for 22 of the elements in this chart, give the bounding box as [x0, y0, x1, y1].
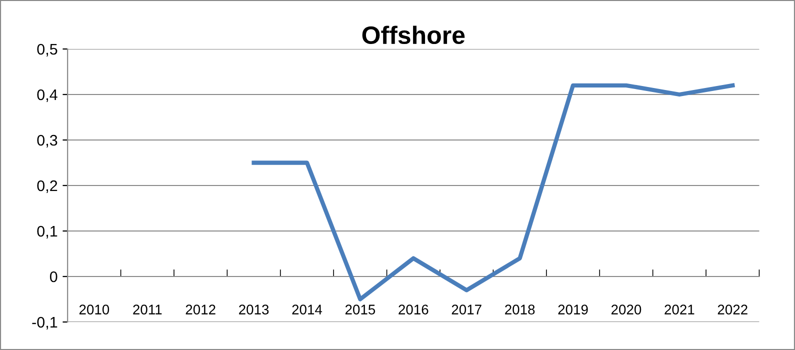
y-tick-label: 0,1 [37, 226, 58, 238]
y-tick-label: -0,1 [32, 316, 58, 330]
y-tick-label: 0 [50, 271, 58, 282]
x-tick-label: 2016 [398, 304, 428, 314]
y-tick-label: 0,2 [37, 180, 58, 193]
x-tick-label: 2022 [718, 304, 748, 314]
line-series [252, 83, 735, 302]
x-tick-label: 2014 [292, 304, 322, 314]
x-tick-label: 2015 [345, 304, 376, 314]
x-tick-label: 2021 [664, 304, 694, 314]
x-tick-label: 2011 [133, 304, 162, 314]
chart-title: Offshore [362, 26, 465, 44]
x-tick-label: 2020 [611, 304, 642, 314]
x-tick-label: 2013 [239, 304, 269, 314]
x-tick-label: 2012 [186, 304, 216, 314]
y-tick-label: 0,4 [37, 89, 58, 102]
y-tick-label: 0,3 [37, 134, 58, 148]
y-tick-label: 0,5 [37, 44, 58, 56]
x-tick-label: 2018 [505, 304, 535, 314]
x-tick-label: 2019 [558, 304, 588, 314]
x-tick-label: 2017 [452, 304, 482, 314]
x-tick-label: 2010 [79, 304, 110, 314]
